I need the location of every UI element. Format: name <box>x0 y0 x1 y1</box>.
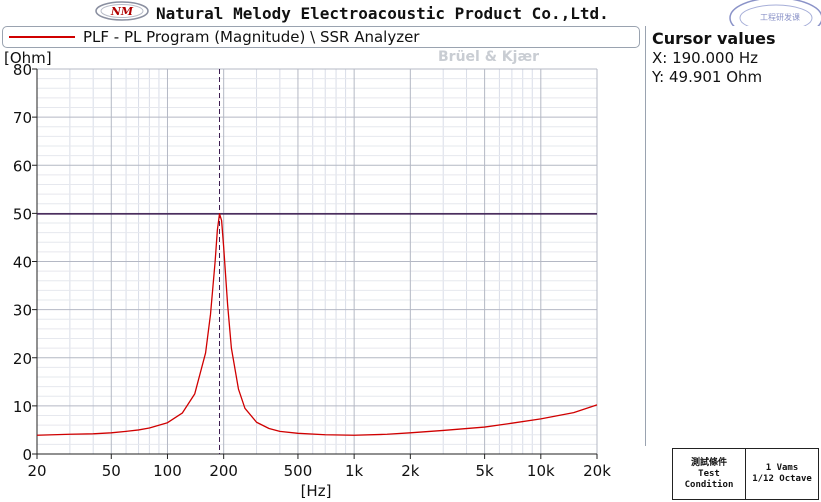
test-condition-value-2: 1/12 Octave <box>752 474 812 484</box>
brand-watermark: Brüel & Kjær <box>438 49 540 65</box>
y-tick-label: 70 <box>13 109 32 127</box>
y-axis-label: [Ohm] <box>4 49 52 67</box>
test-condition-value-1: 1 Vams <box>765 463 799 473</box>
y-tick-label: 20 <box>13 350 32 368</box>
x-tick-label: 50 <box>102 462 121 480</box>
x-tick-label: 500 <box>284 462 313 480</box>
y-tick-label: 30 <box>13 302 32 320</box>
y-tick-label: 60 <box>13 157 32 175</box>
legend-line-swatch <box>9 36 75 38</box>
cursor-panel: Cursor values X: 190.000 Hz Y: 49.901 Oh… <box>645 26 821 446</box>
company-logo: NM <box>95 1 149 21</box>
cursor-lines <box>37 69 597 454</box>
y-tick-label: 0 <box>22 446 32 464</box>
test-condition-cn: 測試條件 <box>690 457 727 468</box>
logo-text: NM <box>110 5 134 18</box>
impedance-chart: 0 10 20 30 40 50 60 70 80 20 50 100 200 500 1k 2k 5k 10k 2… <box>4 49 611 500</box>
cursor-y-value: Y: 49.901 Ohm <box>652 68 763 86</box>
y-tick-label: 40 <box>13 254 32 272</box>
test-condition-label: 測試條件 Test Condition <box>673 449 745 499</box>
legend-entry: PLF - PL Program (Magnitude) \ SSR Analy… <box>83 28 420 46</box>
y-tick-label: 50 <box>13 205 32 223</box>
axes <box>32 68 598 459</box>
x-tick-label: 2k <box>401 462 420 480</box>
cursor-panel-title: Cursor values <box>652 29 776 48</box>
cursor-x-value: X: 190.000 Hz <box>652 49 759 67</box>
x-axis-label: [Hz] <box>301 482 332 500</box>
y-tick-label: 10 <box>13 398 32 416</box>
x-tick-label: 5k <box>475 462 494 480</box>
x-tick-label: 100 <box>153 462 182 480</box>
x-tick-label: 20 <box>27 462 46 480</box>
x-tick-label: 1k <box>345 462 364 480</box>
company-title: Natural Melody Electroacoustic Product C… <box>156 4 609 23</box>
legend: PLF - PL Program (Magnitude) \ SSR Analy… <box>2 26 640 48</box>
x-tick-label: 20k <box>583 462 611 480</box>
x-tick-label: 200 <box>209 462 238 480</box>
y-tick-label: 80 <box>13 61 32 79</box>
test-condition-en-2: Condition <box>684 479 734 490</box>
series-line-0 <box>36 213 598 436</box>
stamp-text: 工程研发课 <box>760 12 800 22</box>
x-tick-label: 10k <box>527 462 555 480</box>
test-condition-box: 測試條件 Test Condition 1 Vams 1/12 Octave <box>672 448 819 500</box>
approval-stamp: 工程研发课 <box>729 0 821 26</box>
tick-labels: 0 10 20 30 40 50 60 70 80 20 50 100 200 500 1k 2k 5k 10k 2… <box>13 61 611 480</box>
series-group <box>36 213 598 436</box>
test-condition-values: 1 Vams 1/12 Octave <box>745 449 818 499</box>
test-condition-en-1: Test <box>698 468 720 479</box>
